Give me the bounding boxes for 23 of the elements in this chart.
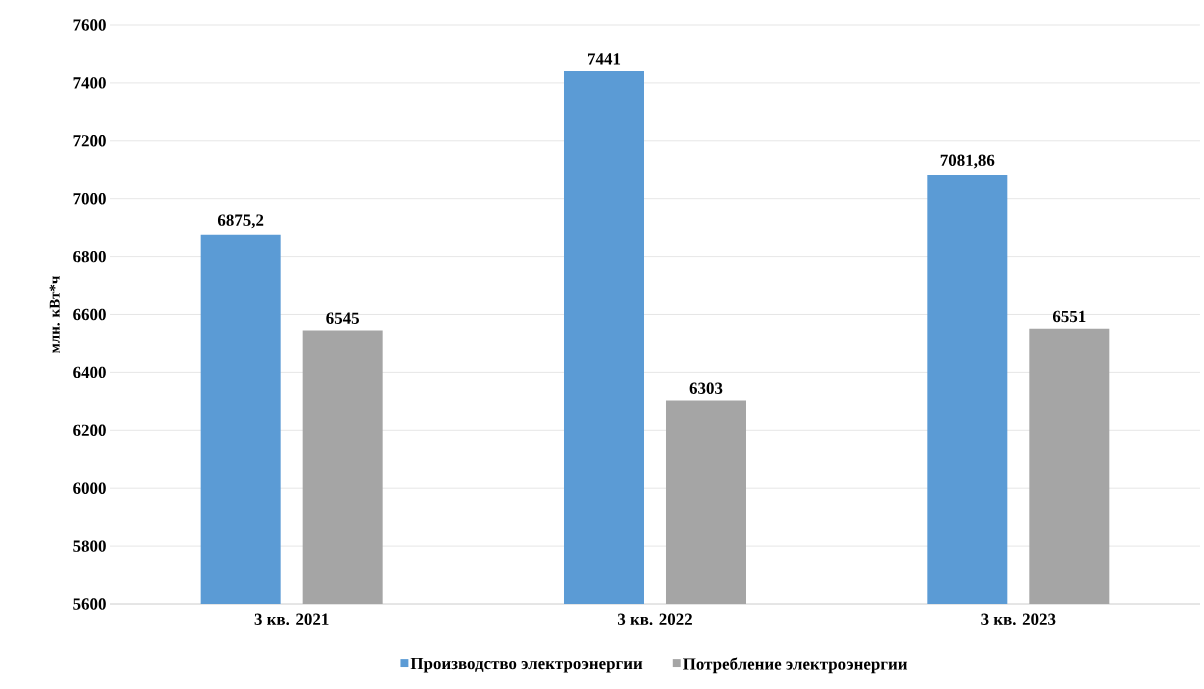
- legend-label: Производство электроэнергии: [410, 657, 643, 673]
- y-tick-label: 5800: [73, 540, 106, 552]
- data-label: 7081,86: [940, 154, 995, 169]
- y-tick-label: 7000: [73, 192, 106, 205]
- x-tick-label: 3 кв. 2023: [981, 613, 1056, 626]
- y-axis-title: млн. кВт*ч: [49, 276, 60, 353]
- y-tick-label: 6400: [73, 366, 106, 379]
- data-label: 6303: [689, 382, 723, 394]
- y-tick-label: 6000: [73, 482, 106, 494]
- y-tick-label: 5600: [73, 598, 106, 610]
- y-tick-label: 7600: [73, 19, 106, 31]
- y-tick-label: 6200: [73, 424, 106, 437]
- data-label: 6551: [1052, 310, 1086, 323]
- data-label: 7441: [588, 53, 621, 65]
- y-tick-label: 7200: [73, 135, 106, 147]
- data-label: 6875,2: [217, 214, 264, 229]
- x-tick-label: 3 кв. 2022: [617, 613, 692, 626]
- y-tick-label: 6800: [73, 250, 106, 263]
- data-label: 6545: [326, 312, 359, 324]
- legend-label: Потребление электроэнергии: [683, 657, 908, 674]
- y-tick-label: 6600: [73, 308, 106, 321]
- x-tick-label: 3 кв. 2021: [254, 613, 329, 626]
- y-tick-label: 7400: [73, 77, 106, 89]
